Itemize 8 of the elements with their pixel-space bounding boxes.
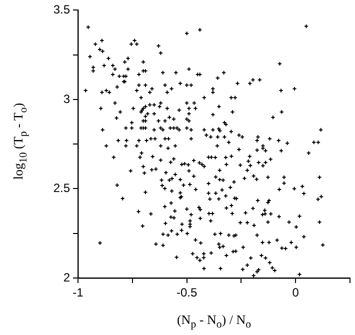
y-tick-label: 3	[63, 92, 70, 106]
y-tick-label: 2.5	[53, 181, 70, 196]
x-tick-label: -0.5	[176, 286, 198, 300]
x-tick-label: -1	[72, 286, 84, 300]
y-tick-label: 2	[63, 270, 70, 284]
x-tick-label: 0	[292, 286, 300, 300]
x-axis-title: (N$_{p}$ - N$_{o}$) / N$_{o}$	[176, 312, 252, 331]
y-tick-label: 3.5	[53, 2, 70, 17]
